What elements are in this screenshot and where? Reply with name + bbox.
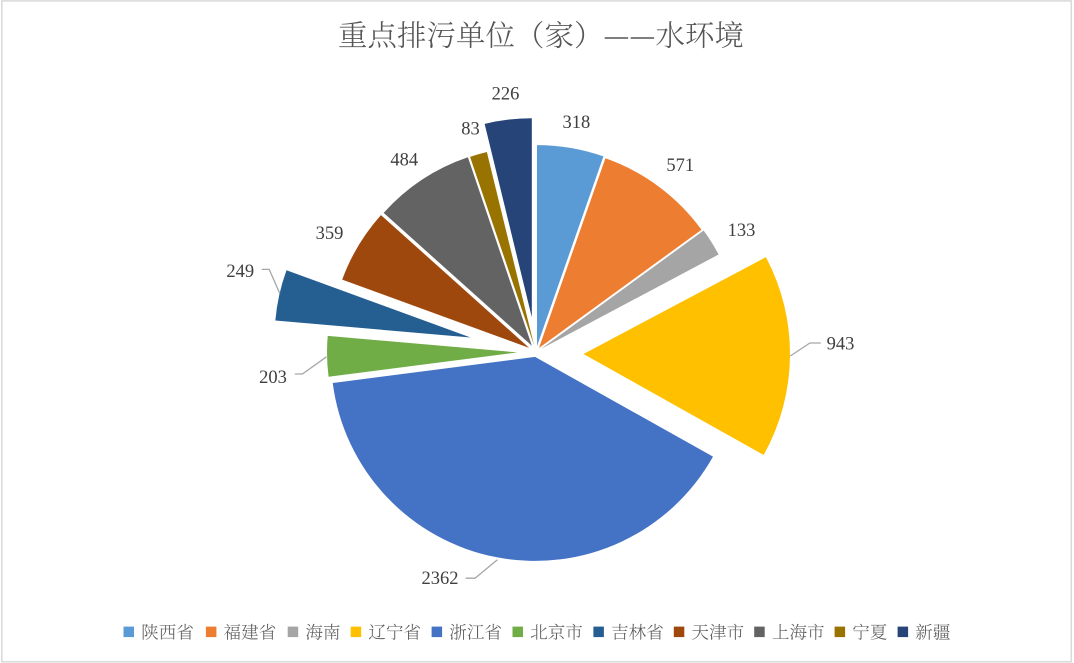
svg-text:133: 133 [728, 221, 756, 241]
svg-text:318: 318 [563, 113, 591, 133]
svg-text:249: 249 [226, 262, 254, 282]
svg-text:83: 83 [461, 120, 480, 140]
svg-text:226: 226 [492, 85, 520, 105]
svg-text:359: 359 [316, 224, 344, 244]
svg-text:2362: 2362 [422, 569, 459, 589]
svg-text:203: 203 [259, 368, 287, 388]
svg-text:571: 571 [666, 156, 694, 176]
svg-text:484: 484 [390, 150, 418, 170]
svg-text:943: 943 [827, 335, 855, 355]
